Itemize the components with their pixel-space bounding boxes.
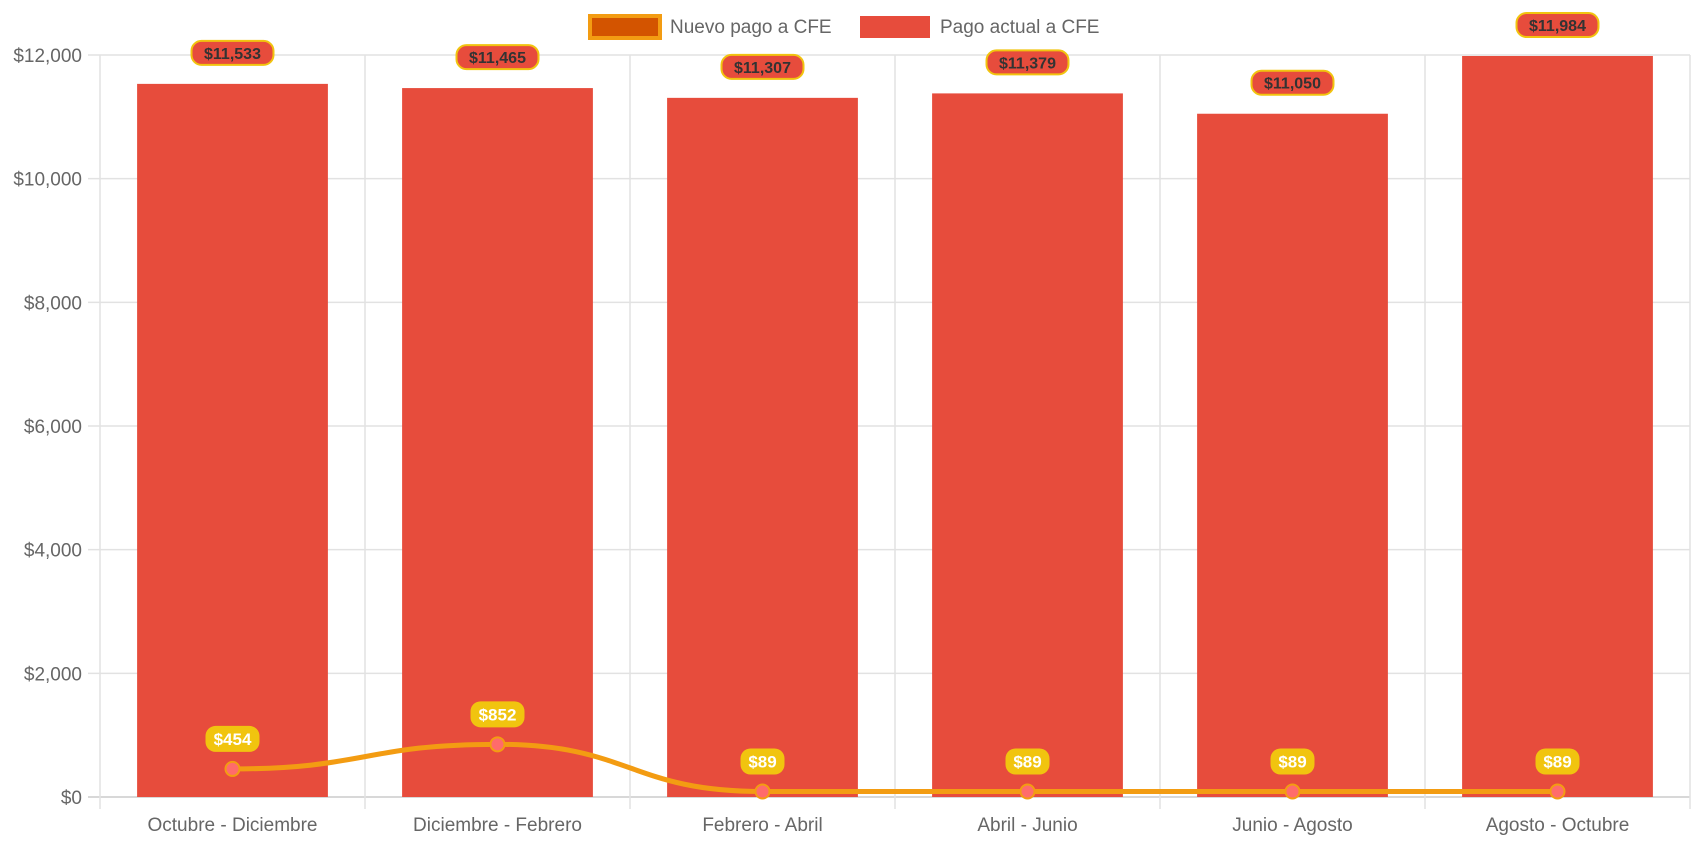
line-data-label: $89 bbox=[748, 752, 776, 771]
x-tick-label: Febrero - Abril bbox=[702, 815, 822, 836]
line-data-label: $454 bbox=[214, 730, 252, 749]
bar-data-label: $11,465 bbox=[469, 50, 526, 67]
bar-data-label-bg bbox=[985, 49, 1070, 76]
y-tick-label: $10,000 bbox=[13, 170, 82, 191]
bar bbox=[932, 93, 1123, 797]
line-data-label-bg bbox=[1270, 748, 1315, 775]
bar-data-label-bg bbox=[1250, 69, 1335, 96]
line-data-label: $89 bbox=[1278, 752, 1306, 771]
y-tick-label: $2,000 bbox=[24, 664, 82, 685]
line-point bbox=[1284, 783, 1301, 800]
line-point bbox=[489, 736, 506, 753]
bar bbox=[667, 97, 858, 797]
line-data-label: $89 bbox=[1013, 752, 1041, 771]
line-data-label-bg bbox=[1535, 748, 1580, 775]
x-tick-label: Agosto - Octubre bbox=[1486, 815, 1630, 836]
bar-data-label: $11,307 bbox=[734, 60, 791, 77]
bar bbox=[1462, 55, 1653, 798]
bar-data-label: $11,379 bbox=[999, 55, 1056, 72]
bar-data-label-bg bbox=[190, 39, 275, 66]
legend-label-nuevo[interactable]: Nuevo pago a CFE bbox=[670, 17, 832, 38]
bar-data-label: $11,050 bbox=[1264, 76, 1321, 93]
bar bbox=[402, 88, 593, 798]
line-point bbox=[1549, 783, 1566, 800]
legend-label-actual[interactable]: Pago actual a CFE bbox=[940, 17, 1099, 38]
y-tick-label: $6,000 bbox=[24, 417, 82, 438]
x-tick-label: Diciembre - Febrero bbox=[413, 815, 582, 836]
bar bbox=[137, 83, 328, 798]
line-data-label-bg bbox=[740, 748, 785, 775]
legend-swatch-actual[interactable] bbox=[860, 16, 930, 38]
y-tick-label: $8,000 bbox=[24, 293, 82, 314]
line-point bbox=[224, 760, 241, 777]
y-tick-label: $12,000 bbox=[13, 46, 82, 67]
legend: Nuevo pago a CFE Pago actual a CFE bbox=[588, 14, 1099, 40]
y-tick-label: $4,000 bbox=[24, 541, 82, 562]
line-point bbox=[754, 783, 771, 800]
legend-swatch-nuevo[interactable] bbox=[588, 14, 662, 40]
line-data-label: $852 bbox=[479, 705, 517, 724]
line-series-nuevo bbox=[232, 741, 1558, 794]
x-tick-label: Abril - Junio bbox=[977, 815, 1077, 836]
line-point bbox=[1019, 783, 1036, 800]
bar-data-label-bg bbox=[1515, 11, 1600, 38]
line-data-label-bg bbox=[205, 725, 260, 752]
x-tick-label: Junio - Agosto bbox=[1232, 815, 1352, 836]
x-tick-label: Octubre - Diciembre bbox=[148, 815, 318, 836]
line-data-label-bg bbox=[1005, 748, 1050, 775]
bar-data-label: $11,533 bbox=[204, 46, 261, 63]
bar-data-label: $11,984 bbox=[1529, 18, 1586, 35]
line-data-label-bg bbox=[470, 701, 525, 728]
bar-data-label-bg bbox=[720, 53, 805, 80]
bar bbox=[1197, 113, 1388, 797]
line-data-label: $89 bbox=[1543, 752, 1571, 771]
y-tick-label: $0 bbox=[61, 788, 82, 809]
bar-data-label-bg bbox=[455, 44, 540, 71]
